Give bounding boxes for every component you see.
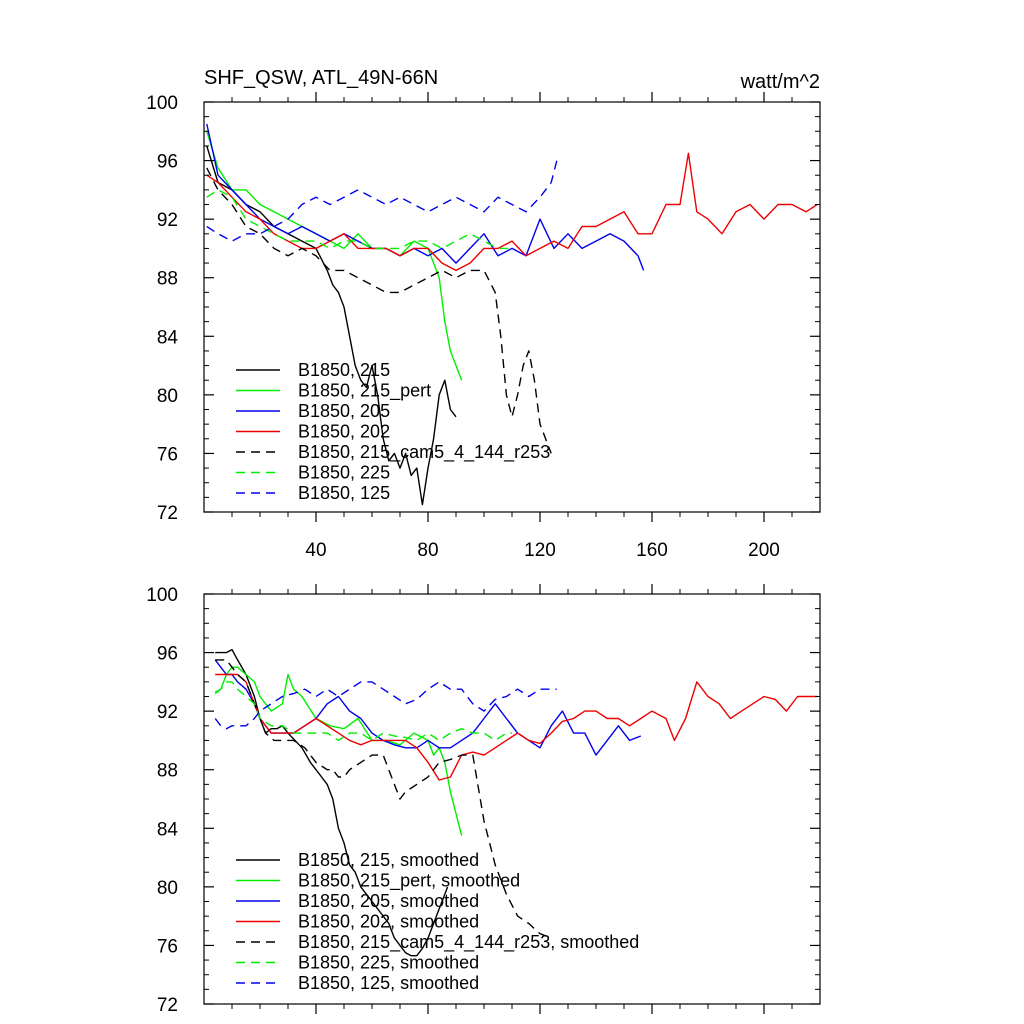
y-tick-label: 92 bbox=[157, 210, 178, 231]
legend-label: B1850, 205 bbox=[298, 401, 390, 421]
x-tick-label: 80 bbox=[417, 540, 438, 561]
legend-label: B1850, 205, smoothed bbox=[298, 891, 479, 911]
series-group bbox=[206, 123, 818, 506]
legend-label: B1850, 215_pert, smoothed bbox=[298, 871, 520, 892]
y-tick-label: 100 bbox=[146, 585, 178, 606]
y-tick-label: 88 bbox=[157, 269, 178, 290]
x-tick-label: 40 bbox=[305, 540, 326, 561]
x-tick-label: 120 bbox=[524, 540, 556, 561]
legend-label: B1850, 125, smoothed bbox=[298, 973, 479, 993]
y-tick-label: 76 bbox=[157, 444, 178, 465]
top-panel: 72 76 80 84 88 92 96 100 40 80 120 160 200 B1850, 215… bbox=[146, 92, 821, 561]
legend-label: B1850, 215_cam5_4_144_r253 bbox=[298, 442, 550, 463]
chart-units-label: watt/m^2 bbox=[740, 71, 820, 93]
y-tick-label: 84 bbox=[157, 327, 179, 348]
series-line-0 bbox=[215, 648, 449, 957]
x-tick-label: 160 bbox=[636, 540, 668, 561]
chart-title-left: SHF_QSW, ATL_49N-66N bbox=[204, 67, 438, 89]
legend-label: B1850, 215, smoothed bbox=[298, 850, 479, 870]
y-tick-label: 80 bbox=[157, 878, 178, 899]
y-tick-label: 72 bbox=[157, 503, 178, 524]
series-line-1 bbox=[214, 666, 463, 836]
series-line-6 bbox=[214, 681, 557, 730]
legend-label: B1850, 225, smoothed bbox=[298, 953, 479, 973]
legend-label: B1850, 215_cam5_4_144_r253, smoothed bbox=[298, 932, 639, 953]
legend-label: B1850, 202 bbox=[298, 422, 390, 442]
series-line-1 bbox=[206, 131, 463, 381]
y-tick-label: 80 bbox=[157, 386, 178, 407]
legend-label: B1850, 215_pert bbox=[298, 381, 431, 402]
legend-label: B1850, 125 bbox=[298, 483, 390, 503]
legend-label: B1850, 225 bbox=[298, 463, 390, 483]
y-tick-label: 76 bbox=[157, 936, 178, 957]
x-tick-label: 200 bbox=[748, 540, 780, 561]
y-tick-label: 84 bbox=[157, 819, 179, 840]
legend-label: B1850, 202, smoothed bbox=[298, 912, 479, 932]
series-group bbox=[214, 648, 818, 957]
series-line-5 bbox=[214, 681, 512, 742]
series-line-3 bbox=[215, 673, 818, 781]
y-tick-label: 100 bbox=[146, 93, 178, 114]
y-tick-label: 92 bbox=[157, 702, 178, 723]
y-tick-label: 72 bbox=[157, 995, 178, 1016]
series-line-4 bbox=[206, 167, 552, 454]
series-line-2 bbox=[206, 123, 645, 271]
series-line-5 bbox=[206, 189, 512, 250]
legend-label: B1850, 215 bbox=[298, 360, 390, 380]
series-line-6 bbox=[206, 160, 558, 242]
series-line-3 bbox=[206, 152, 818, 272]
y-tick-label: 88 bbox=[157, 761, 178, 782]
y-tick-label: 96 bbox=[157, 152, 178, 173]
y-tick-label: 96 bbox=[157, 644, 178, 665]
